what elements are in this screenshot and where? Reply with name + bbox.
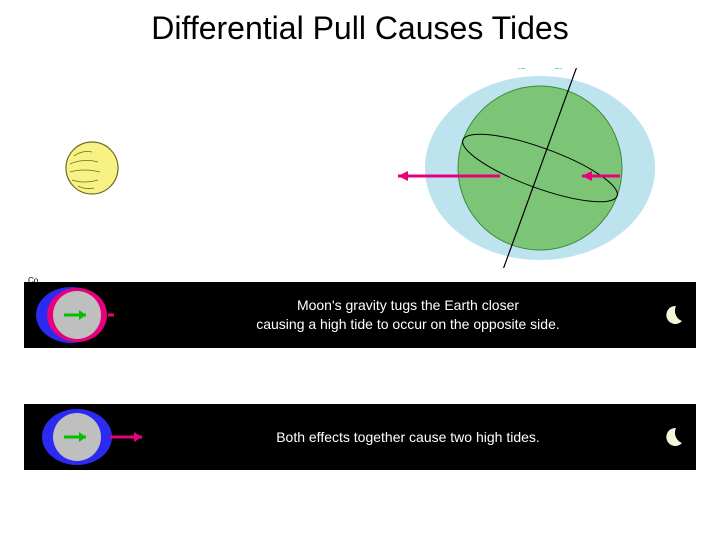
row2-earth-diagram [24,404,154,470]
page-title: Differential Pull Causes Tides [0,0,720,47]
row1-line1: Moon's gravity tugs the Earth closer [297,297,519,313]
row2-moon-icon [662,425,686,449]
top-diagram [0,68,720,268]
moon-body [66,142,118,194]
row1-text: Moon's gravity tugs the Earth closer cau… [154,296,662,334]
row2-out-arrow-head [134,432,142,442]
earth-group [425,68,655,268]
explainer-row-1: Moon's gravity tugs the Earth closer cau… [24,282,696,348]
row2-text: Both effects together cause two high tid… [154,428,662,447]
row1-moon-icon [662,303,686,327]
explainer-row-2: Both effects together cause two high tid… [24,404,696,470]
row1-earth-diagram [24,282,154,348]
row1-line2: causing a high tide to occur on the oppo… [256,316,560,332]
